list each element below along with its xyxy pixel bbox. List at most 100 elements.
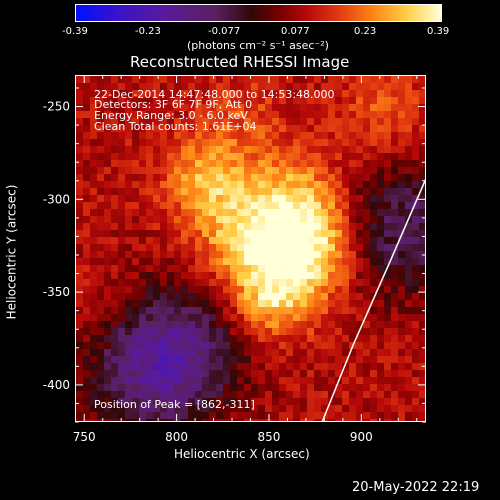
- heatmap-cell: [300, 111, 308, 119]
- heatmap-cell: [195, 377, 203, 385]
- heatmap-cell: [244, 181, 252, 189]
- heatmap-cell: [125, 363, 133, 371]
- heatmap-cell: [370, 258, 378, 266]
- heatmap-cell: [349, 363, 357, 371]
- heatmap-cell: [76, 202, 84, 210]
- heatmap-cell: [104, 230, 112, 238]
- heatmap-cell: [181, 216, 189, 224]
- heatmap-cell: [419, 405, 425, 413]
- heatmap-cell: [419, 111, 425, 119]
- heatmap-cell: [349, 349, 357, 357]
- heatmap-cell: [384, 349, 392, 357]
- heatmap-cell: [244, 363, 252, 371]
- heatmap-cell: [216, 349, 224, 357]
- heatmap-cell: [321, 202, 329, 210]
- annotation-line-3: Energy Range: 3.0 - 6.0 keV: [94, 109, 248, 122]
- heatmap-cell: [265, 244, 273, 252]
- heatmap-cell: [237, 118, 245, 126]
- heatmap-cell: [377, 111, 385, 119]
- heatmap-cell: [356, 188, 364, 196]
- heatmap-cell: [307, 167, 315, 175]
- heatmap-cell: [398, 419, 406, 421]
- heatmap-cell: [300, 118, 308, 126]
- heatmap-cell: [363, 188, 371, 196]
- heatmap-cell: [307, 97, 315, 105]
- heatmap-cell: [209, 237, 217, 245]
- heatmap-cell: [272, 391, 280, 399]
- heatmap-cell: [160, 272, 168, 280]
- heatmap-cell: [286, 83, 294, 91]
- heatmap-cell: [272, 139, 280, 147]
- heatmap-cell: [76, 174, 84, 182]
- heatmap-cell: [97, 216, 105, 224]
- heatmap-cell: [398, 405, 406, 413]
- heatmap-cell: [356, 90, 364, 98]
- heatmap-cell: [307, 132, 315, 140]
- heatmap-cell: [293, 412, 301, 420]
- heatmap-cell: [167, 265, 175, 273]
- heatmap-cell: [104, 328, 112, 336]
- heatmap-cell: [202, 104, 210, 112]
- heatmap-cell: [272, 384, 280, 392]
- heatmap-cell: [349, 328, 357, 336]
- heatmap-cell: [111, 83, 119, 91]
- heatmap-cell: [76, 335, 84, 343]
- heatmap-cell: [167, 244, 175, 252]
- heatmap-cell: [216, 111, 224, 119]
- heatmap-cell: [209, 356, 217, 364]
- heatmap-cell: [363, 125, 371, 133]
- heatmap-cell: [356, 300, 364, 308]
- heatmap-cell: [132, 181, 140, 189]
- heatmap-cell: [202, 258, 210, 266]
- heatmap-cell: [237, 328, 245, 336]
- heatmap-cell: [335, 223, 343, 231]
- heatmap-cell: [286, 188, 294, 196]
- heatmap-cell: [398, 216, 406, 224]
- heatmap-cell: [237, 391, 245, 399]
- heatmap-cell: [412, 97, 420, 105]
- heatmap-cell: [342, 216, 350, 224]
- heatmap-cell: [76, 244, 84, 252]
- heatmap-cell: [419, 223, 425, 231]
- heatmap-cell: [237, 335, 245, 343]
- heatmap-cell: [244, 419, 252, 421]
- heatmap-cell: [272, 216, 280, 224]
- heatmap-cell: [412, 265, 420, 273]
- heatmap-cell: [314, 314, 322, 322]
- heatmap-cell: [405, 335, 413, 343]
- heatmap-cell: [202, 272, 210, 280]
- heatmap-cell: [356, 265, 364, 273]
- heatmap-cell: [146, 104, 154, 112]
- heatmap-cell: [202, 97, 210, 105]
- heatmap-cell: [216, 314, 224, 322]
- heatmap-cell: [391, 139, 399, 147]
- heatmap-cell: [174, 265, 182, 273]
- heatmap-cell: [223, 230, 231, 238]
- heatmap-cell: [181, 195, 189, 203]
- heatmap-cell: [244, 328, 252, 336]
- heatmap-cell: [223, 419, 231, 421]
- heatmap-cell: [419, 209, 425, 217]
- heatmap-cell: [153, 335, 161, 343]
- heatmap-cell: [314, 132, 322, 140]
- heatmap-cell: [300, 286, 308, 294]
- heatmap-cell: [146, 370, 154, 378]
- heatmap-cell: [125, 265, 133, 273]
- heatmap-cell: [391, 363, 399, 371]
- heatmap-cell: [146, 286, 154, 294]
- heatmap-cell: [398, 118, 406, 126]
- heatmap-cell: [405, 342, 413, 350]
- heatmap-cell: [363, 111, 371, 119]
- heatmap-cell: [377, 314, 385, 322]
- heatmap-cell: [83, 83, 91, 91]
- heatmap-cell: [111, 349, 119, 357]
- heatmap-cell: [195, 97, 203, 105]
- heatmap-cell: [258, 349, 266, 357]
- heatmap-cell: [202, 335, 210, 343]
- heatmap-cell: [384, 419, 392, 421]
- heatmap-cell: [251, 321, 259, 329]
- heatmap-cell: [265, 335, 273, 343]
- heatmap-cell: [370, 195, 378, 203]
- heatmap-cell: [335, 314, 343, 322]
- heatmap-cell: [293, 405, 301, 413]
